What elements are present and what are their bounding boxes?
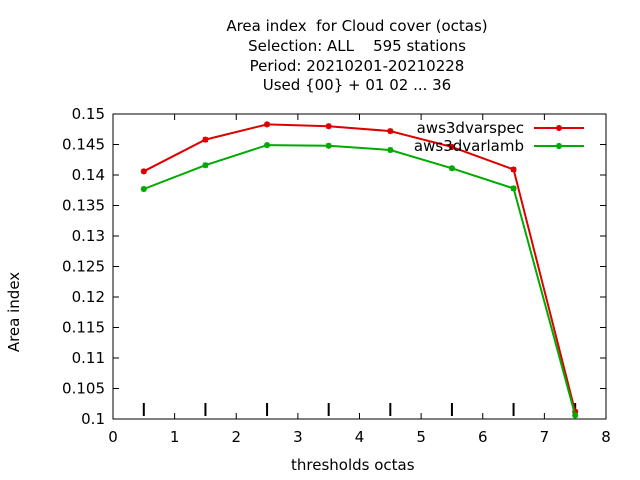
- y-tick-label: 0.105: [62, 380, 105, 398]
- y-tick-label: 0.12: [72, 288, 105, 306]
- data-point-aws3dvarlamb: [141, 186, 147, 192]
- y-tick-label: 0.125: [62, 258, 105, 276]
- y-tick-label: 0.15: [72, 105, 105, 123]
- x-tick-label: 1: [170, 428, 180, 446]
- y-tick-label: 0.14: [72, 166, 105, 184]
- y-tick-label: 0.145: [62, 136, 105, 154]
- title-line-1: Area index for Cloud cover (octas): [226, 17, 488, 35]
- series-line-aws3dvarlamb: [143, 144, 577, 416]
- data-point-aws3dvarspec: [326, 123, 332, 129]
- y-tick-label: 0.11: [72, 349, 105, 367]
- data-point-aws3dvarspec: [202, 137, 208, 143]
- x-tick-label: 5: [416, 428, 426, 446]
- x-tick-label: 0: [108, 428, 118, 446]
- data-point-aws3dvarlamb: [572, 412, 578, 418]
- data-point-aws3dvarspec: [511, 167, 517, 173]
- title-line-2: Selection: ALL 595 stations: [248, 37, 466, 55]
- y-tick-label: 0.115: [62, 319, 105, 337]
- x-tick-label: 8: [601, 428, 611, 446]
- axis-ticks: 0.1 0.105 0.11 0.115 0.12 0.125 0.13 0.135 0.14 0…: [62, 105, 611, 446]
- x-axis-label: thresholds octas: [291, 456, 415, 474]
- data-point-aws3dvarspec: [264, 121, 270, 127]
- x-tick-label: 2: [231, 428, 241, 446]
- data-point-aws3dvarlamb: [326, 143, 332, 149]
- data-point-aws3dvarspec: [449, 144, 455, 150]
- data-point-aws3dvarlamb: [202, 162, 208, 168]
- data-point-aws3dvarlamb: [264, 142, 270, 148]
- legend-marker: [556, 125, 562, 131]
- plot-frame: [112, 113, 607, 420]
- y-axis-label: Area index: [5, 271, 23, 353]
- y-tick-label: 0.1: [81, 410, 105, 428]
- series-line-aws3dvarspec: [143, 123, 577, 412]
- data-point-aws3dvarlamb: [511, 185, 517, 191]
- data-point-aws3dvarspec: [387, 128, 393, 134]
- title-line-4: Used {00} + 01 02 ... 36: [262, 76, 452, 94]
- x-tick-label: 7: [540, 428, 550, 446]
- x-tick-label: 4: [355, 428, 365, 446]
- x-tick-label: 3: [293, 428, 303, 446]
- x-tick-label: 6: [478, 428, 488, 446]
- data-point-aws3dvarlamb: [387, 147, 393, 153]
- legend-marker: [556, 143, 562, 149]
- title-line-3: Period: 20210201-20210228: [249, 57, 465, 75]
- data-point-aws3dvarspec: [141, 168, 147, 174]
- data-point-aws3dvarlamb: [449, 165, 455, 171]
- y-tick-label: 0.13: [72, 227, 105, 245]
- series-lines: [140, 121, 579, 419]
- y-tick-label: 0.135: [62, 197, 105, 215]
- legend-label: aws3dvarlamb: [414, 137, 524, 155]
- legend-label: aws3dvarspec: [417, 119, 524, 137]
